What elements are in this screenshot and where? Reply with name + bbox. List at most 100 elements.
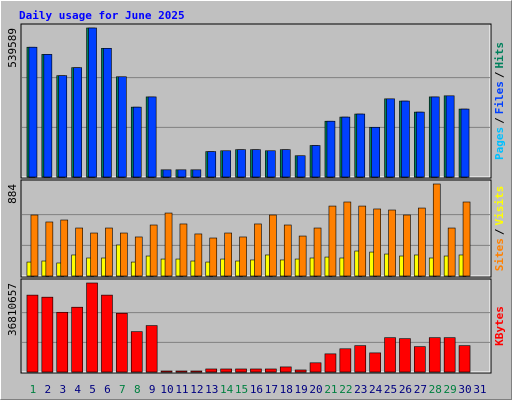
bar	[118, 76, 127, 178]
bar	[43, 54, 53, 178]
bar	[220, 368, 232, 373]
bar	[414, 346, 426, 373]
bar	[41, 296, 54, 373]
bar	[443, 337, 456, 373]
bar	[120, 232, 128, 277]
bar	[147, 96, 157, 178]
bar	[294, 369, 307, 373]
x-tick-label: 1	[30, 383, 37, 396]
legend-separator: /	[493, 228, 506, 235]
bar	[279, 366, 292, 373]
y-tick-label: 884	[6, 184, 19, 204]
legend: KBytes	[493, 306, 506, 346]
y-tick-label: 539589	[6, 28, 19, 68]
bar	[430, 96, 440, 178]
bar	[386, 98, 395, 178]
bar	[160, 370, 173, 373]
bar	[162, 169, 172, 178]
bar	[296, 155, 306, 178]
x-tick-label: 19	[295, 383, 308, 396]
bar	[458, 345, 471, 373]
bar	[235, 368, 247, 373]
x-tick-label: 16	[250, 383, 263, 396]
bar	[179, 223, 188, 277]
x-tick-label: 21	[324, 383, 337, 396]
bar	[418, 207, 426, 277]
bar	[252, 149, 261, 178]
x-tick-label: 6	[104, 383, 111, 396]
bar	[250, 368, 262, 373]
bar	[399, 338, 411, 373]
bar	[175, 370, 188, 373]
x-tick-label: 30	[458, 383, 471, 396]
bar	[28, 46, 38, 178]
bar	[26, 294, 39, 373]
x-tick-label: 4	[74, 383, 81, 396]
x-tick-label: 15	[235, 383, 248, 396]
x-tick-label: 5	[89, 383, 96, 396]
bar	[281, 149, 291, 178]
bar	[73, 67, 82, 178]
bar	[428, 337, 441, 373]
bar	[103, 48, 112, 178]
bar	[401, 100, 410, 178]
bar	[224, 232, 232, 277]
y-tick-label: 36810657	[6, 283, 19, 336]
bar	[254, 223, 262, 277]
x-tick-label: 27	[414, 383, 427, 396]
bar	[134, 236, 143, 277]
x-tick-label: 12	[190, 383, 203, 396]
panel	[20, 278, 492, 374]
bar	[356, 113, 366, 178]
bar	[384, 337, 396, 373]
legend-separator: /	[493, 117, 506, 124]
bar	[58, 75, 68, 178]
bar	[445, 95, 455, 178]
bar	[116, 312, 128, 373]
bar	[328, 205, 337, 277]
bar	[130, 331, 143, 373]
x-tick-label: 17	[265, 383, 278, 396]
x-tick-label: 13	[205, 383, 218, 396]
legend-entry: Sites	[493, 238, 506, 271]
bar	[205, 368, 218, 373]
bar	[416, 111, 425, 178]
chart-title: Daily usage for June 2025	[19, 9, 185, 22]
legend: Pages / Files / Hits	[493, 42, 506, 160]
legend-entry: Files	[493, 81, 506, 114]
x-tick-label: 25	[384, 383, 397, 396]
bar	[145, 325, 158, 373]
legend-entry: Pages	[493, 127, 506, 160]
bar	[354, 345, 367, 373]
bar	[90, 232, 98, 277]
bar	[86, 282, 98, 373]
bar	[45, 221, 54, 277]
x-tick-label: 22	[339, 383, 352, 396]
bar	[462, 201, 471, 277]
bar	[71, 306, 83, 373]
x-tick-label: 24	[369, 383, 383, 396]
bar	[371, 126, 380, 178]
bar	[60, 219, 69, 277]
legend-entry: Hits	[493, 42, 506, 69]
bar	[313, 227, 322, 277]
bar	[164, 212, 173, 277]
bar	[75, 227, 83, 277]
bar	[30, 214, 39, 277]
bar	[101, 294, 113, 373]
bar	[239, 236, 247, 277]
bar	[343, 201, 352, 277]
bar	[207, 151, 217, 178]
x-tick-label: 2	[45, 383, 52, 396]
legend-entry: Visits	[493, 186, 506, 226]
bar	[324, 353, 337, 373]
bar	[88, 27, 97, 178]
bar	[190, 370, 203, 373]
bar	[105, 227, 113, 277]
bar	[222, 150, 231, 178]
bar	[56, 311, 69, 373]
bar	[339, 348, 352, 373]
x-tick-label: 9	[149, 383, 156, 396]
x-tick-label: 18	[280, 383, 293, 396]
bar	[326, 120, 336, 178]
